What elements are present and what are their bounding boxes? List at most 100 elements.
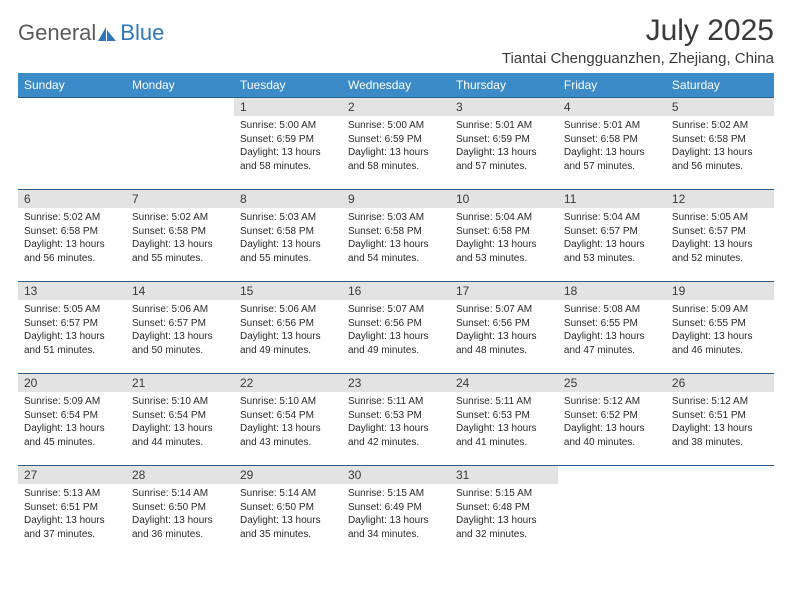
- day-content: Sunrise: 5:15 AMSunset: 6:49 PMDaylight:…: [342, 484, 450, 544]
- day-content: Sunrise: 5:03 AMSunset: 6:58 PMDaylight:…: [234, 208, 342, 268]
- day-content: Sunrise: 5:11 AMSunset: 6:53 PMDaylight:…: [342, 392, 450, 452]
- day-content: Sunrise: 5:02 AMSunset: 6:58 PMDaylight:…: [126, 208, 234, 268]
- day-cell: [18, 98, 126, 190]
- logo-sail-icon: [96, 25, 118, 43]
- title-block: July 2025 Tiantai Chengguanzhen, Zhejian…: [502, 14, 774, 67]
- day-cell: [126, 98, 234, 190]
- day-number: 28: [126, 466, 234, 484]
- day-cell: [558, 466, 666, 558]
- day-cell: 4Sunrise: 5:01 AMSunset: 6:58 PMDaylight…: [558, 98, 666, 190]
- day-number: 11: [558, 190, 666, 208]
- day-cell: 12Sunrise: 5:05 AMSunset: 6:57 PMDayligh…: [666, 190, 774, 282]
- calendar-table: Sunday Monday Tuesday Wednesday Thursday…: [18, 73, 774, 558]
- day-number: 16: [342, 282, 450, 300]
- day-content: Sunrise: 5:04 AMSunset: 6:57 PMDaylight:…: [558, 208, 666, 268]
- day-cell: 21Sunrise: 5:10 AMSunset: 6:54 PMDayligh…: [126, 374, 234, 466]
- day-number: 30: [342, 466, 450, 484]
- day-number: 22: [234, 374, 342, 392]
- day-number: 1: [234, 98, 342, 116]
- day-cell: 14Sunrise: 5:06 AMSunset: 6:57 PMDayligh…: [126, 282, 234, 374]
- logo-text-blue: Blue: [120, 20, 164, 46]
- week-row: 1Sunrise: 5:00 AMSunset: 6:59 PMDaylight…: [18, 98, 774, 190]
- day-content: Sunrise: 5:08 AMSunset: 6:55 PMDaylight:…: [558, 300, 666, 360]
- day-cell: [666, 466, 774, 558]
- day-content: Sunrise: 5:09 AMSunset: 6:55 PMDaylight:…: [666, 300, 774, 360]
- day-cell: 22Sunrise: 5:10 AMSunset: 6:54 PMDayligh…: [234, 374, 342, 466]
- day-content: Sunrise: 5:07 AMSunset: 6:56 PMDaylight:…: [450, 300, 558, 360]
- day-number: 5: [666, 98, 774, 116]
- day-number: 13: [18, 282, 126, 300]
- day-number: 18: [558, 282, 666, 300]
- day-number: 19: [666, 282, 774, 300]
- day-content: Sunrise: 5:07 AMSunset: 6:56 PMDaylight:…: [342, 300, 450, 360]
- day-cell: 20Sunrise: 5:09 AMSunset: 6:54 PMDayligh…: [18, 374, 126, 466]
- day-number: 15: [234, 282, 342, 300]
- day-content: Sunrise: 5:00 AMSunset: 6:59 PMDaylight:…: [234, 116, 342, 176]
- day-cell: 26Sunrise: 5:12 AMSunset: 6:51 PMDayligh…: [666, 374, 774, 466]
- day-number: 17: [450, 282, 558, 300]
- day-number: 31: [450, 466, 558, 484]
- week-row: 20Sunrise: 5:09 AMSunset: 6:54 PMDayligh…: [18, 374, 774, 466]
- logo-text-general: General: [18, 20, 96, 46]
- day-cell: 1Sunrise: 5:00 AMSunset: 6:59 PMDaylight…: [234, 98, 342, 190]
- day-content: Sunrise: 5:06 AMSunset: 6:57 PMDaylight:…: [126, 300, 234, 360]
- day-content: Sunrise: 5:10 AMSunset: 6:54 PMDaylight:…: [234, 392, 342, 452]
- day-content: Sunrise: 5:01 AMSunset: 6:58 PMDaylight:…: [558, 116, 666, 176]
- day-header-row: Sunday Monday Tuesday Wednesday Thursday…: [18, 73, 774, 98]
- day-number: 2: [342, 98, 450, 116]
- logo: General Blue: [18, 14, 164, 46]
- day-header-wed: Wednesday: [342, 73, 450, 98]
- day-cell: 17Sunrise: 5:07 AMSunset: 6:56 PMDayligh…: [450, 282, 558, 374]
- day-content: Sunrise: 5:13 AMSunset: 6:51 PMDaylight:…: [18, 484, 126, 544]
- day-cell: 15Sunrise: 5:06 AMSunset: 6:56 PMDayligh…: [234, 282, 342, 374]
- day-number: 29: [234, 466, 342, 484]
- day-cell: 28Sunrise: 5:14 AMSunset: 6:50 PMDayligh…: [126, 466, 234, 558]
- day-number: 26: [666, 374, 774, 392]
- day-cell: 5Sunrise: 5:02 AMSunset: 6:58 PMDaylight…: [666, 98, 774, 190]
- day-number: 7: [126, 190, 234, 208]
- day-cell: 24Sunrise: 5:11 AMSunset: 6:53 PMDayligh…: [450, 374, 558, 466]
- day-number: 24: [450, 374, 558, 392]
- day-header-tue: Tuesday: [234, 73, 342, 98]
- day-cell: 11Sunrise: 5:04 AMSunset: 6:57 PMDayligh…: [558, 190, 666, 282]
- day-header-thu: Thursday: [450, 73, 558, 98]
- day-number: 4: [558, 98, 666, 116]
- day-content: Sunrise: 5:14 AMSunset: 6:50 PMDaylight:…: [234, 484, 342, 544]
- day-content: Sunrise: 5:05 AMSunset: 6:57 PMDaylight:…: [18, 300, 126, 360]
- day-content: Sunrise: 5:14 AMSunset: 6:50 PMDaylight:…: [126, 484, 234, 544]
- day-content: Sunrise: 5:12 AMSunset: 6:52 PMDaylight:…: [558, 392, 666, 452]
- day-header-mon: Monday: [126, 73, 234, 98]
- week-row: 13Sunrise: 5:05 AMSunset: 6:57 PMDayligh…: [18, 282, 774, 374]
- day-cell: 30Sunrise: 5:15 AMSunset: 6:49 PMDayligh…: [342, 466, 450, 558]
- day-content: Sunrise: 5:11 AMSunset: 6:53 PMDaylight:…: [450, 392, 558, 452]
- day-cell: 8Sunrise: 5:03 AMSunset: 6:58 PMDaylight…: [234, 190, 342, 282]
- day-number: 21: [126, 374, 234, 392]
- day-content: Sunrise: 5:12 AMSunset: 6:51 PMDaylight:…: [666, 392, 774, 452]
- month-title: July 2025: [502, 14, 774, 48]
- day-header-fri: Friday: [558, 73, 666, 98]
- day-number: 8: [234, 190, 342, 208]
- day-content: Sunrise: 5:02 AMSunset: 6:58 PMDaylight:…: [666, 116, 774, 176]
- day-number: 9: [342, 190, 450, 208]
- day-cell: 25Sunrise: 5:12 AMSunset: 6:52 PMDayligh…: [558, 374, 666, 466]
- day-cell: 27Sunrise: 5:13 AMSunset: 6:51 PMDayligh…: [18, 466, 126, 558]
- day-cell: 19Sunrise: 5:09 AMSunset: 6:55 PMDayligh…: [666, 282, 774, 374]
- day-cell: 10Sunrise: 5:04 AMSunset: 6:58 PMDayligh…: [450, 190, 558, 282]
- day-cell: 16Sunrise: 5:07 AMSunset: 6:56 PMDayligh…: [342, 282, 450, 374]
- day-cell: 31Sunrise: 5:15 AMSunset: 6:48 PMDayligh…: [450, 466, 558, 558]
- day-cell: 9Sunrise: 5:03 AMSunset: 6:58 PMDaylight…: [342, 190, 450, 282]
- day-content: Sunrise: 5:01 AMSunset: 6:59 PMDaylight:…: [450, 116, 558, 176]
- day-cell: 18Sunrise: 5:08 AMSunset: 6:55 PMDayligh…: [558, 282, 666, 374]
- day-number: 23: [342, 374, 450, 392]
- day-number: 12: [666, 190, 774, 208]
- day-cell: 2Sunrise: 5:00 AMSunset: 6:59 PMDaylight…: [342, 98, 450, 190]
- day-content: Sunrise: 5:06 AMSunset: 6:56 PMDaylight:…: [234, 300, 342, 360]
- day-header-sun: Sunday: [18, 73, 126, 98]
- day-cell: 6Sunrise: 5:02 AMSunset: 6:58 PMDaylight…: [18, 190, 126, 282]
- day-content: Sunrise: 5:04 AMSunset: 6:58 PMDaylight:…: [450, 208, 558, 268]
- day-content: Sunrise: 5:03 AMSunset: 6:58 PMDaylight:…: [342, 208, 450, 268]
- week-row: 6Sunrise: 5:02 AMSunset: 6:58 PMDaylight…: [18, 190, 774, 282]
- day-cell: 13Sunrise: 5:05 AMSunset: 6:57 PMDayligh…: [18, 282, 126, 374]
- day-content: Sunrise: 5:09 AMSunset: 6:54 PMDaylight:…: [18, 392, 126, 452]
- week-row: 27Sunrise: 5:13 AMSunset: 6:51 PMDayligh…: [18, 466, 774, 558]
